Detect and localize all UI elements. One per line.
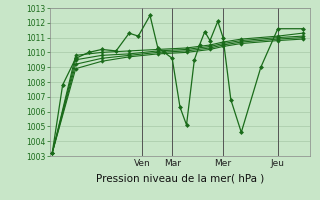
X-axis label: Pression niveau de la mer( hPa ): Pression niveau de la mer( hPa ) xyxy=(96,173,264,183)
